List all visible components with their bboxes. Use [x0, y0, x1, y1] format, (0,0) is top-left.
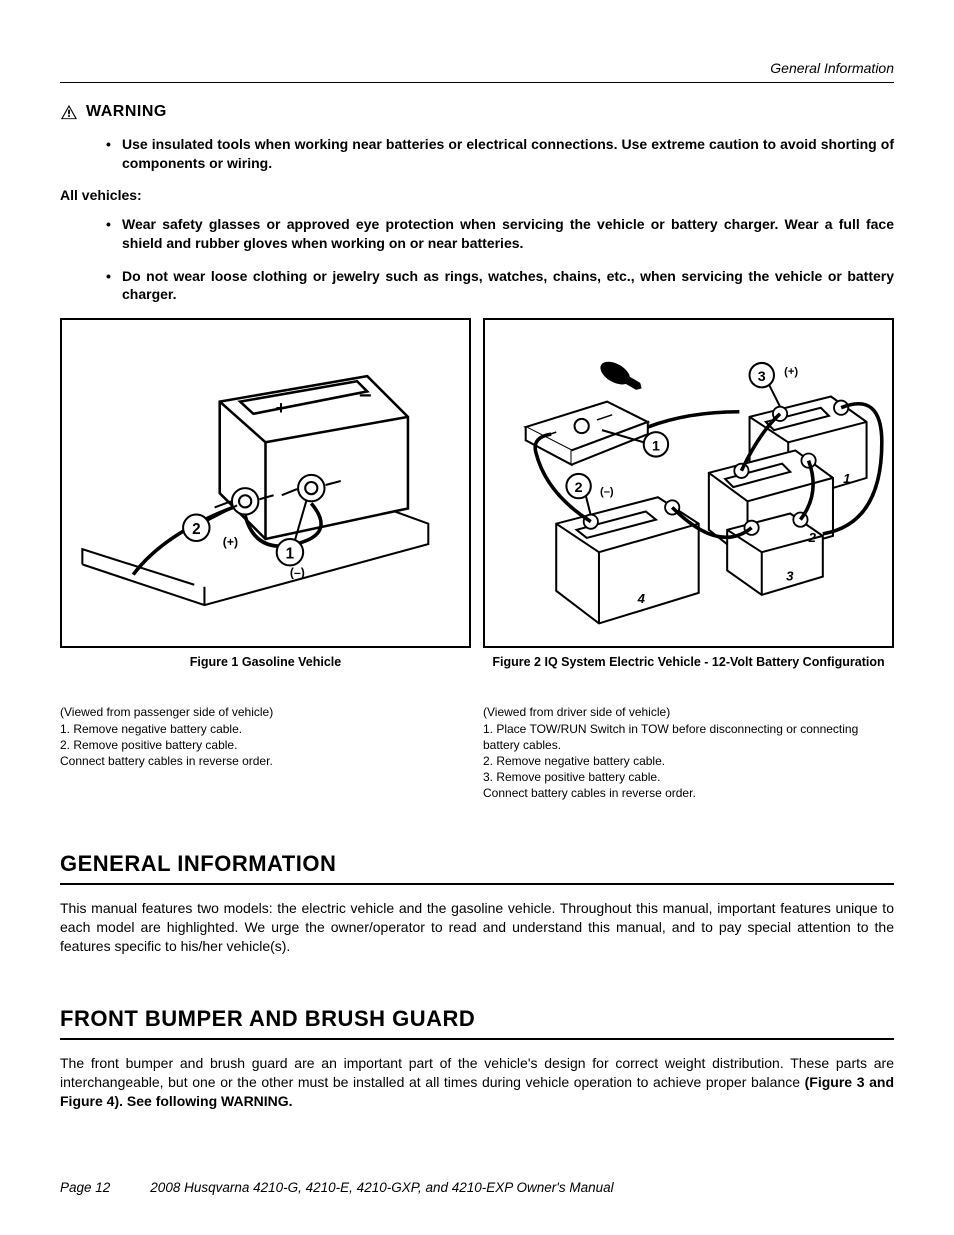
svg-text:+: +	[276, 397, 287, 418]
fig2-note-1: 1. Place TOW/RUN Switch in TOW before di…	[483, 721, 894, 753]
page-number: Page 12	[60, 1180, 110, 1195]
doc-title: 2008 Husqvarna 4210-G, 4210-E, 4210-GXP,…	[150, 1180, 894, 1195]
figures-notes-row: (Viewed from passenger side of vehicle) …	[60, 694, 894, 801]
figures-row: + –	[60, 318, 894, 688]
figure-1-caption: Figure 1 Gasoline Vehicle	[60, 654, 471, 688]
fig2-note-2: 2. Remove negative battery cable.	[483, 753, 894, 769]
svg-text:(–): (–)	[600, 487, 614, 499]
fig1-note-2: 2. Remove positive battery cable.	[60, 737, 471, 753]
all-vehicles-bullet: Do not wear loose clothing or jewelry su…	[110, 267, 894, 305]
fig2-note-view: (Viewed from driver side of vehicle)	[483, 704, 894, 720]
all-vehicles-bullet-list: Wear safety glasses or approved eye prot…	[60, 215, 894, 305]
all-vehicles-label: All vehicles:	[60, 187, 894, 203]
header-rule	[60, 82, 894, 83]
figure-2-caption: Figure 2 IQ System Electric Vehicle - 12…	[483, 654, 894, 688]
warning-label: WARNING	[86, 103, 167, 121]
front-bumper-para: The front bumper and brush guard are an …	[60, 1054, 894, 1111]
figure-1-notes: (Viewed from passenger side of vehicle) …	[60, 694, 471, 801]
general-information-heading: GENERAL INFORMATION	[60, 851, 894, 877]
svg-text:4: 4	[637, 591, 646, 606]
svg-text:2: 2	[575, 481, 583, 497]
fig1-note-3: Connect battery cables in reverse order.	[60, 753, 471, 769]
warning-bullet-list: Use insulated tools when working near ba…	[60, 135, 894, 173]
svg-text:(+): (+)	[223, 535, 238, 549]
svg-text:2: 2	[808, 530, 817, 545]
fig2-note-4: Connect battery cables in reverse order.	[483, 785, 894, 801]
header-section-label: General Information	[60, 60, 894, 76]
warning-header: WARNING	[60, 103, 894, 121]
figure-2-notes: (Viewed from driver side of vehicle) 1. …	[483, 694, 894, 801]
warning-triangle-icon	[60, 104, 78, 120]
svg-text:1: 1	[286, 546, 295, 563]
warning-bullet: Use insulated tools when working near ba…	[110, 135, 894, 173]
fig2-note-3: 3. Remove positive battery cable.	[483, 769, 894, 785]
figure-2-wrapper: 1 2 3 (+) (–) 1 2 3 4 Figure 2 IQ System…	[483, 318, 894, 688]
front-bumper-rule	[60, 1038, 894, 1040]
figure-2-diagram: 1 2 3 (+) (–) 1 2 3 4	[485, 320, 892, 646]
svg-text:2: 2	[192, 521, 200, 538]
svg-text:1: 1	[652, 439, 660, 455]
svg-text:(–): (–)	[290, 566, 305, 580]
figure-2-box: 1 2 3 (+) (–) 1 2 3 4	[483, 318, 894, 648]
page-footer: Page 12 2008 Husqvarna 4210-G, 4210-E, 4…	[60, 1180, 894, 1195]
svg-text:3: 3	[758, 370, 766, 386]
figure-1-diagram: + –	[62, 320, 469, 646]
figure-1-box: + –	[60, 318, 471, 648]
fig1-note-view: (Viewed from passenger side of vehicle)	[60, 704, 471, 720]
svg-text:1: 1	[843, 471, 850, 486]
svg-text:(+): (+)	[784, 366, 798, 378]
bumper-para-plain: The front bumper and brush guard are an …	[60, 1055, 894, 1090]
front-bumper-heading: FRONT BUMPER AND BRUSH GUARD	[60, 1006, 894, 1032]
fig1-note-1: 1. Remove negative battery cable.	[60, 721, 471, 737]
svg-text:3: 3	[786, 569, 794, 584]
general-info-rule	[60, 883, 894, 885]
all-vehicles-bullet: Wear safety glasses or approved eye prot…	[110, 215, 894, 253]
svg-text:–: –	[359, 382, 371, 407]
figure-1-wrapper: + –	[60, 318, 471, 688]
general-info-para: This manual features two models: the ele…	[60, 899, 894, 956]
